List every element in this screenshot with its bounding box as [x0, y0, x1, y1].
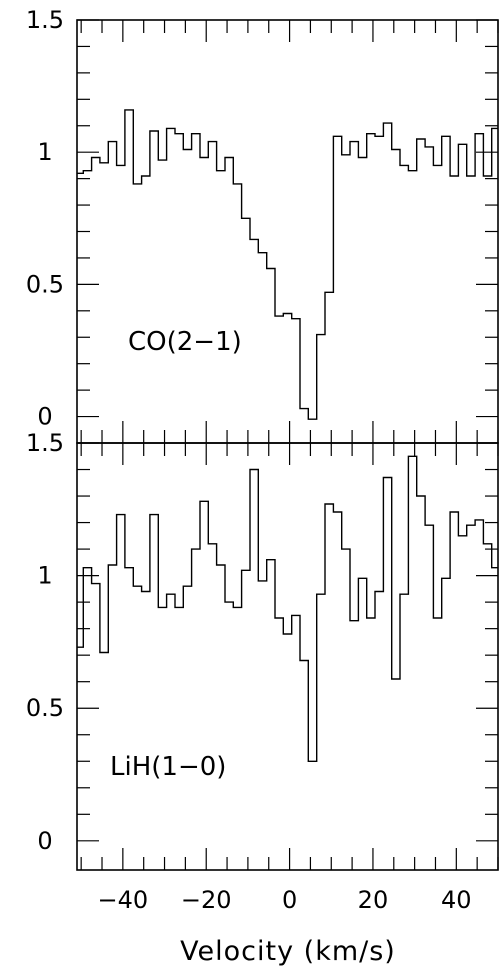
- panel-label: CO(2−1): [128, 327, 242, 357]
- y-tick-label: 1: [37, 562, 52, 590]
- spectrum-series: [77, 455, 498, 762]
- plot-frame: [76, 442, 499, 871]
- y-tick-label: 0: [37, 827, 52, 855]
- y-tick-label: 1.5: [26, 429, 64, 457]
- y-tick-label: 1: [37, 138, 52, 166]
- x-tick-label: −40: [98, 886, 149, 914]
- x-axis-label: Velocity (km/s): [180, 936, 396, 967]
- x-tick-label: 0: [282, 886, 297, 914]
- x-tick-label: 20: [358, 886, 389, 914]
- y-tick-label: 0: [37, 403, 52, 431]
- x-tick-label: 40: [441, 886, 472, 914]
- spectrum-series: [77, 109, 498, 420]
- y-tick-label: 1.5: [26, 6, 64, 34]
- plot-frame: [76, 19, 499, 444]
- y-tick-label: 0.5: [26, 694, 64, 722]
- panel-label: LiH(1−0): [110, 752, 226, 782]
- x-tick-label: −20: [181, 886, 232, 914]
- x-tick-labels: −40 −20 0 20 40: [98, 886, 472, 914]
- lih-panel: 0 0.5 1 1.5 LiH(1−0): [26, 429, 499, 871]
- co-panel: 0 0.5 1 1.5 CO(2−1): [26, 6, 499, 444]
- y-tick-label: 0.5: [26, 270, 64, 298]
